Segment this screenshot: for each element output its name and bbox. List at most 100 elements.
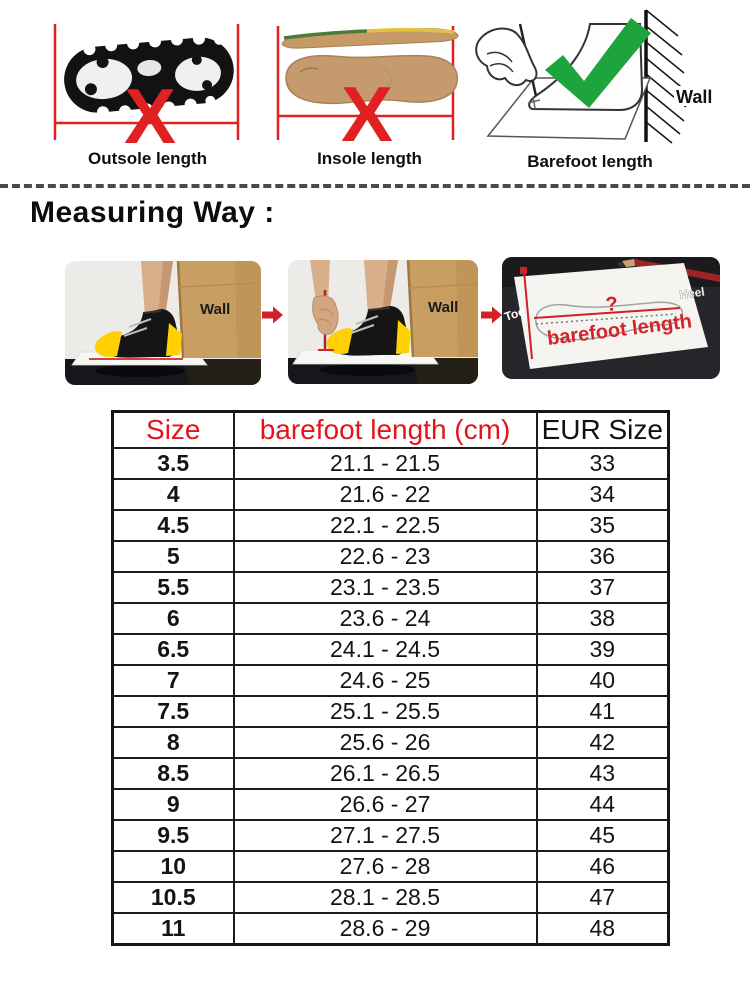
us-size-cell: 4.5 bbox=[111, 509, 235, 542]
size-row: 6 23.6 - 24 38 bbox=[111, 602, 670, 635]
eur-size-cell: 47 bbox=[535, 881, 670, 914]
wall-hatching bbox=[645, 9, 687, 144]
shoe-outsole bbox=[64, 32, 234, 119]
sock-toe-cap bbox=[326, 328, 353, 354]
cross-mark-icon: X bbox=[341, 70, 393, 145]
barefoot-length-cell: 28.6 - 29 bbox=[232, 912, 538, 946]
sock-toe-cap bbox=[95, 331, 122, 357]
cross-mark-icon: X bbox=[124, 72, 176, 145]
eur-size-cell: 41 bbox=[535, 695, 670, 728]
size-row: 6.5 24.1 - 24.5 39 bbox=[111, 633, 670, 666]
size-row: 5.5 23.1 - 23.5 37 bbox=[111, 571, 670, 604]
us-size-cell: 7.5 bbox=[111, 695, 235, 728]
barefoot-length-cell: 23.6 - 24 bbox=[232, 602, 538, 635]
outsole-caption: Outsole length bbox=[88, 149, 207, 168]
eur-size-cell: 33 bbox=[535, 447, 670, 480]
eur-size-cell: 35 bbox=[535, 509, 670, 542]
wall-label: Wall bbox=[428, 299, 458, 316]
header-barefoot-length: barefoot length (cm) bbox=[232, 410, 538, 449]
eur-size-cell: 36 bbox=[535, 540, 670, 573]
size-table-body: 3.5 21.1 - 21.5 33 4 21.6 - 22 34 4.5 22.1 - 22… bbox=[111, 447, 670, 946]
barefoot-length-cell: 23.1 - 23.5 bbox=[232, 571, 538, 604]
us-size-cell: 6 bbox=[111, 602, 235, 635]
size-row: 10.5 28.1 - 28.5 47 bbox=[111, 881, 670, 914]
foot-outline bbox=[535, 301, 683, 341]
hand-fingers bbox=[318, 308, 334, 327]
barefoot-length-cell: 28.1 - 28.5 bbox=[232, 881, 538, 914]
heel-label: Heel bbox=[678, 285, 705, 302]
outsole-illustration: X bbox=[53, 24, 240, 145]
length-measure-line bbox=[533, 307, 681, 319]
sock-heel-cap bbox=[166, 323, 182, 356]
barefoot-length-cell: 25.6 - 26 bbox=[232, 726, 538, 759]
barefoot-length-cell: 24.6 - 25 bbox=[232, 664, 538, 697]
eur-size-cell: 48 bbox=[535, 912, 670, 946]
us-size-cell: 7 bbox=[111, 664, 235, 697]
size-table-header-row: Size barefoot length (cm) EUR Size bbox=[111, 410, 670, 449]
barefoot-length-cell: 22.6 - 23 bbox=[232, 540, 538, 573]
hand-fingers bbox=[486, 51, 514, 73]
paper-sheet bbox=[514, 263, 708, 369]
eur-size-cell: 42 bbox=[535, 726, 670, 759]
barefoot-illustration: Wall bbox=[475, 9, 716, 144]
sock-foot bbox=[95, 309, 182, 358]
us-size-cell: 10 bbox=[111, 850, 235, 883]
right-arrow-icon bbox=[262, 306, 283, 324]
sock-stripes bbox=[123, 318, 152, 337]
barefoot-length-cell: 26.6 - 27 bbox=[232, 788, 538, 821]
size-row: 5 22.6 - 23 36 bbox=[111, 540, 670, 573]
size-row: 8.5 26.1 - 26.5 43 bbox=[111, 757, 670, 790]
sock-heel-cap bbox=[396, 320, 411, 354]
wall-label: Wall bbox=[676, 87, 712, 107]
us-size-cell: 10.5 bbox=[111, 881, 235, 914]
barefoot-length-cell: 21.6 - 22 bbox=[232, 478, 538, 511]
us-size-cell: 8.5 bbox=[111, 757, 235, 790]
barefoot-figure: Wall Barefoot length bbox=[470, 8, 748, 172]
us-size-cell: 5 bbox=[111, 540, 235, 573]
left-measure-line bbox=[523, 270, 533, 360]
sock-foot bbox=[326, 306, 411, 356]
size-row: 11 28.6 - 29 48 bbox=[111, 912, 670, 946]
question-mark-label: ? bbox=[605, 293, 619, 316]
photo2-scene: Wall bbox=[288, 260, 478, 384]
insole-illustration: X bbox=[276, 26, 459, 145]
measuring-photo-2: Wall bbox=[288, 260, 478, 384]
size-table: Size barefoot length (cm) EUR Size 3.5 21… bbox=[111, 410, 670, 946]
size-row: 10 27.6 - 28 46 bbox=[111, 850, 670, 883]
eur-size-cell: 45 bbox=[535, 819, 670, 852]
size-row: 3.5 21.1 - 21.5 33 bbox=[111, 447, 670, 480]
size-row: 7 24.6 - 25 40 bbox=[111, 664, 670, 697]
cardboard-box: Wall bbox=[176, 261, 261, 359]
eur-size-cell: 39 bbox=[535, 633, 670, 666]
size-row: 7.5 25.1 - 25.5 41 bbox=[111, 695, 670, 728]
eur-size-cell: 40 bbox=[535, 664, 670, 697]
size-row: 9.5 27.1 - 27.5 45 bbox=[111, 819, 670, 852]
eur-size-cell: 43 bbox=[535, 757, 670, 790]
barefoot-length-cell: 24.1 - 24.5 bbox=[232, 633, 538, 666]
size-row: 9 26.6 - 27 44 bbox=[111, 788, 670, 821]
size-row: 4.5 22.1 - 22.5 35 bbox=[111, 509, 670, 542]
eur-size-cell: 46 bbox=[535, 850, 670, 883]
barefoot-caption: Barefoot length bbox=[527, 152, 653, 171]
ruler-ticks bbox=[535, 313, 677, 325]
hand bbox=[312, 295, 339, 335]
us-size-cell: 8 bbox=[111, 726, 235, 759]
photo3-scene: ? Toe Heel barefoot length bbox=[502, 257, 720, 379]
eur-size-cell: 34 bbox=[535, 478, 670, 511]
outsole-figure: X Outsole length bbox=[40, 10, 255, 169]
barefoot-length-cell: 27.1 - 27.5 bbox=[232, 819, 538, 852]
us-size-cell: 3.5 bbox=[111, 447, 235, 480]
cardboard-box: Wall bbox=[406, 260, 478, 358]
measuring-photo-3: ? Toe Heel barefoot length bbox=[502, 257, 720, 379]
us-size-cell: 4 bbox=[111, 478, 235, 511]
measuring-way-heading: Measuring Way : bbox=[30, 196, 275, 229]
dashed-divider bbox=[0, 184, 750, 188]
insole-caption: Insole length bbox=[317, 149, 422, 168]
us-size-cell: 6.5 bbox=[111, 633, 235, 666]
eur-size-cell: 38 bbox=[535, 602, 670, 635]
sock-stripes bbox=[350, 315, 379, 334]
size-row: 8 25.6 - 26 42 bbox=[111, 726, 670, 759]
us-size-cell: 9 bbox=[111, 788, 235, 821]
barefoot-length-cell: 21.1 - 21.5 bbox=[232, 447, 538, 480]
size-row: 4 21.6 - 22 34 bbox=[111, 478, 670, 511]
